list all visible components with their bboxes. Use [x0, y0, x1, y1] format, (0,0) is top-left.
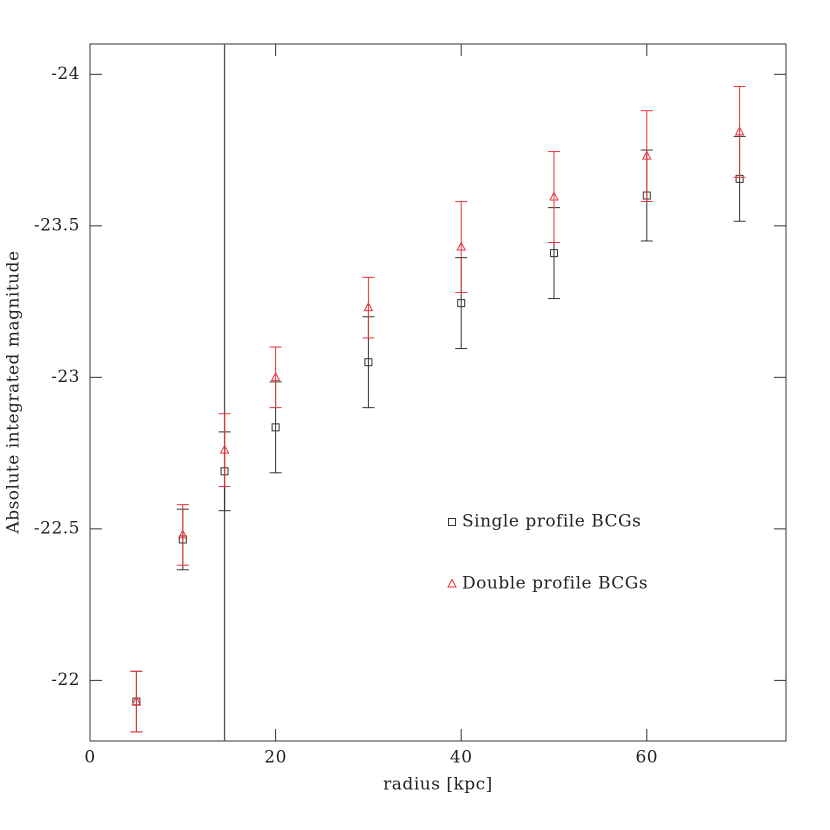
point — [131, 696, 142, 706]
point — [641, 150, 652, 160]
x-tick-label: 40 — [450, 748, 473, 768]
point — [550, 249, 558, 258]
y-tick-label: -22.5 — [34, 518, 80, 538]
y-axis-label: Absolute integrated magnitude — [4, 250, 24, 534]
y-tick-label: -23 — [51, 367, 80, 387]
legend-label: Double profile BCGs — [462, 574, 648, 594]
point — [270, 371, 281, 381]
legend-marker — [447, 578, 457, 588]
point — [734, 126, 745, 136]
y-tick-label: -22 — [51, 670, 80, 690]
point — [271, 423, 280, 432]
legend-label: Single profile BCGs — [462, 512, 641, 532]
x-tick-label: 60 — [635, 748, 658, 768]
x-axis-label: radius [kpc] — [383, 775, 493, 795]
point — [363, 302, 374, 312]
point — [549, 191, 559, 201]
y-tick-label: -24 — [51, 64, 80, 84]
point — [456, 241, 467, 251]
x-tick-label: 0 — [84, 748, 95, 768]
x-tick-label: 20 — [264, 748, 287, 768]
point — [457, 299, 466, 308]
y-tick-label: -23.5 — [34, 215, 80, 235]
point — [364, 358, 373, 367]
legend-marker — [448, 518, 456, 526]
plot-frame — [89, 43, 787, 742]
point — [177, 529, 188, 539]
point — [219, 444, 230, 454]
